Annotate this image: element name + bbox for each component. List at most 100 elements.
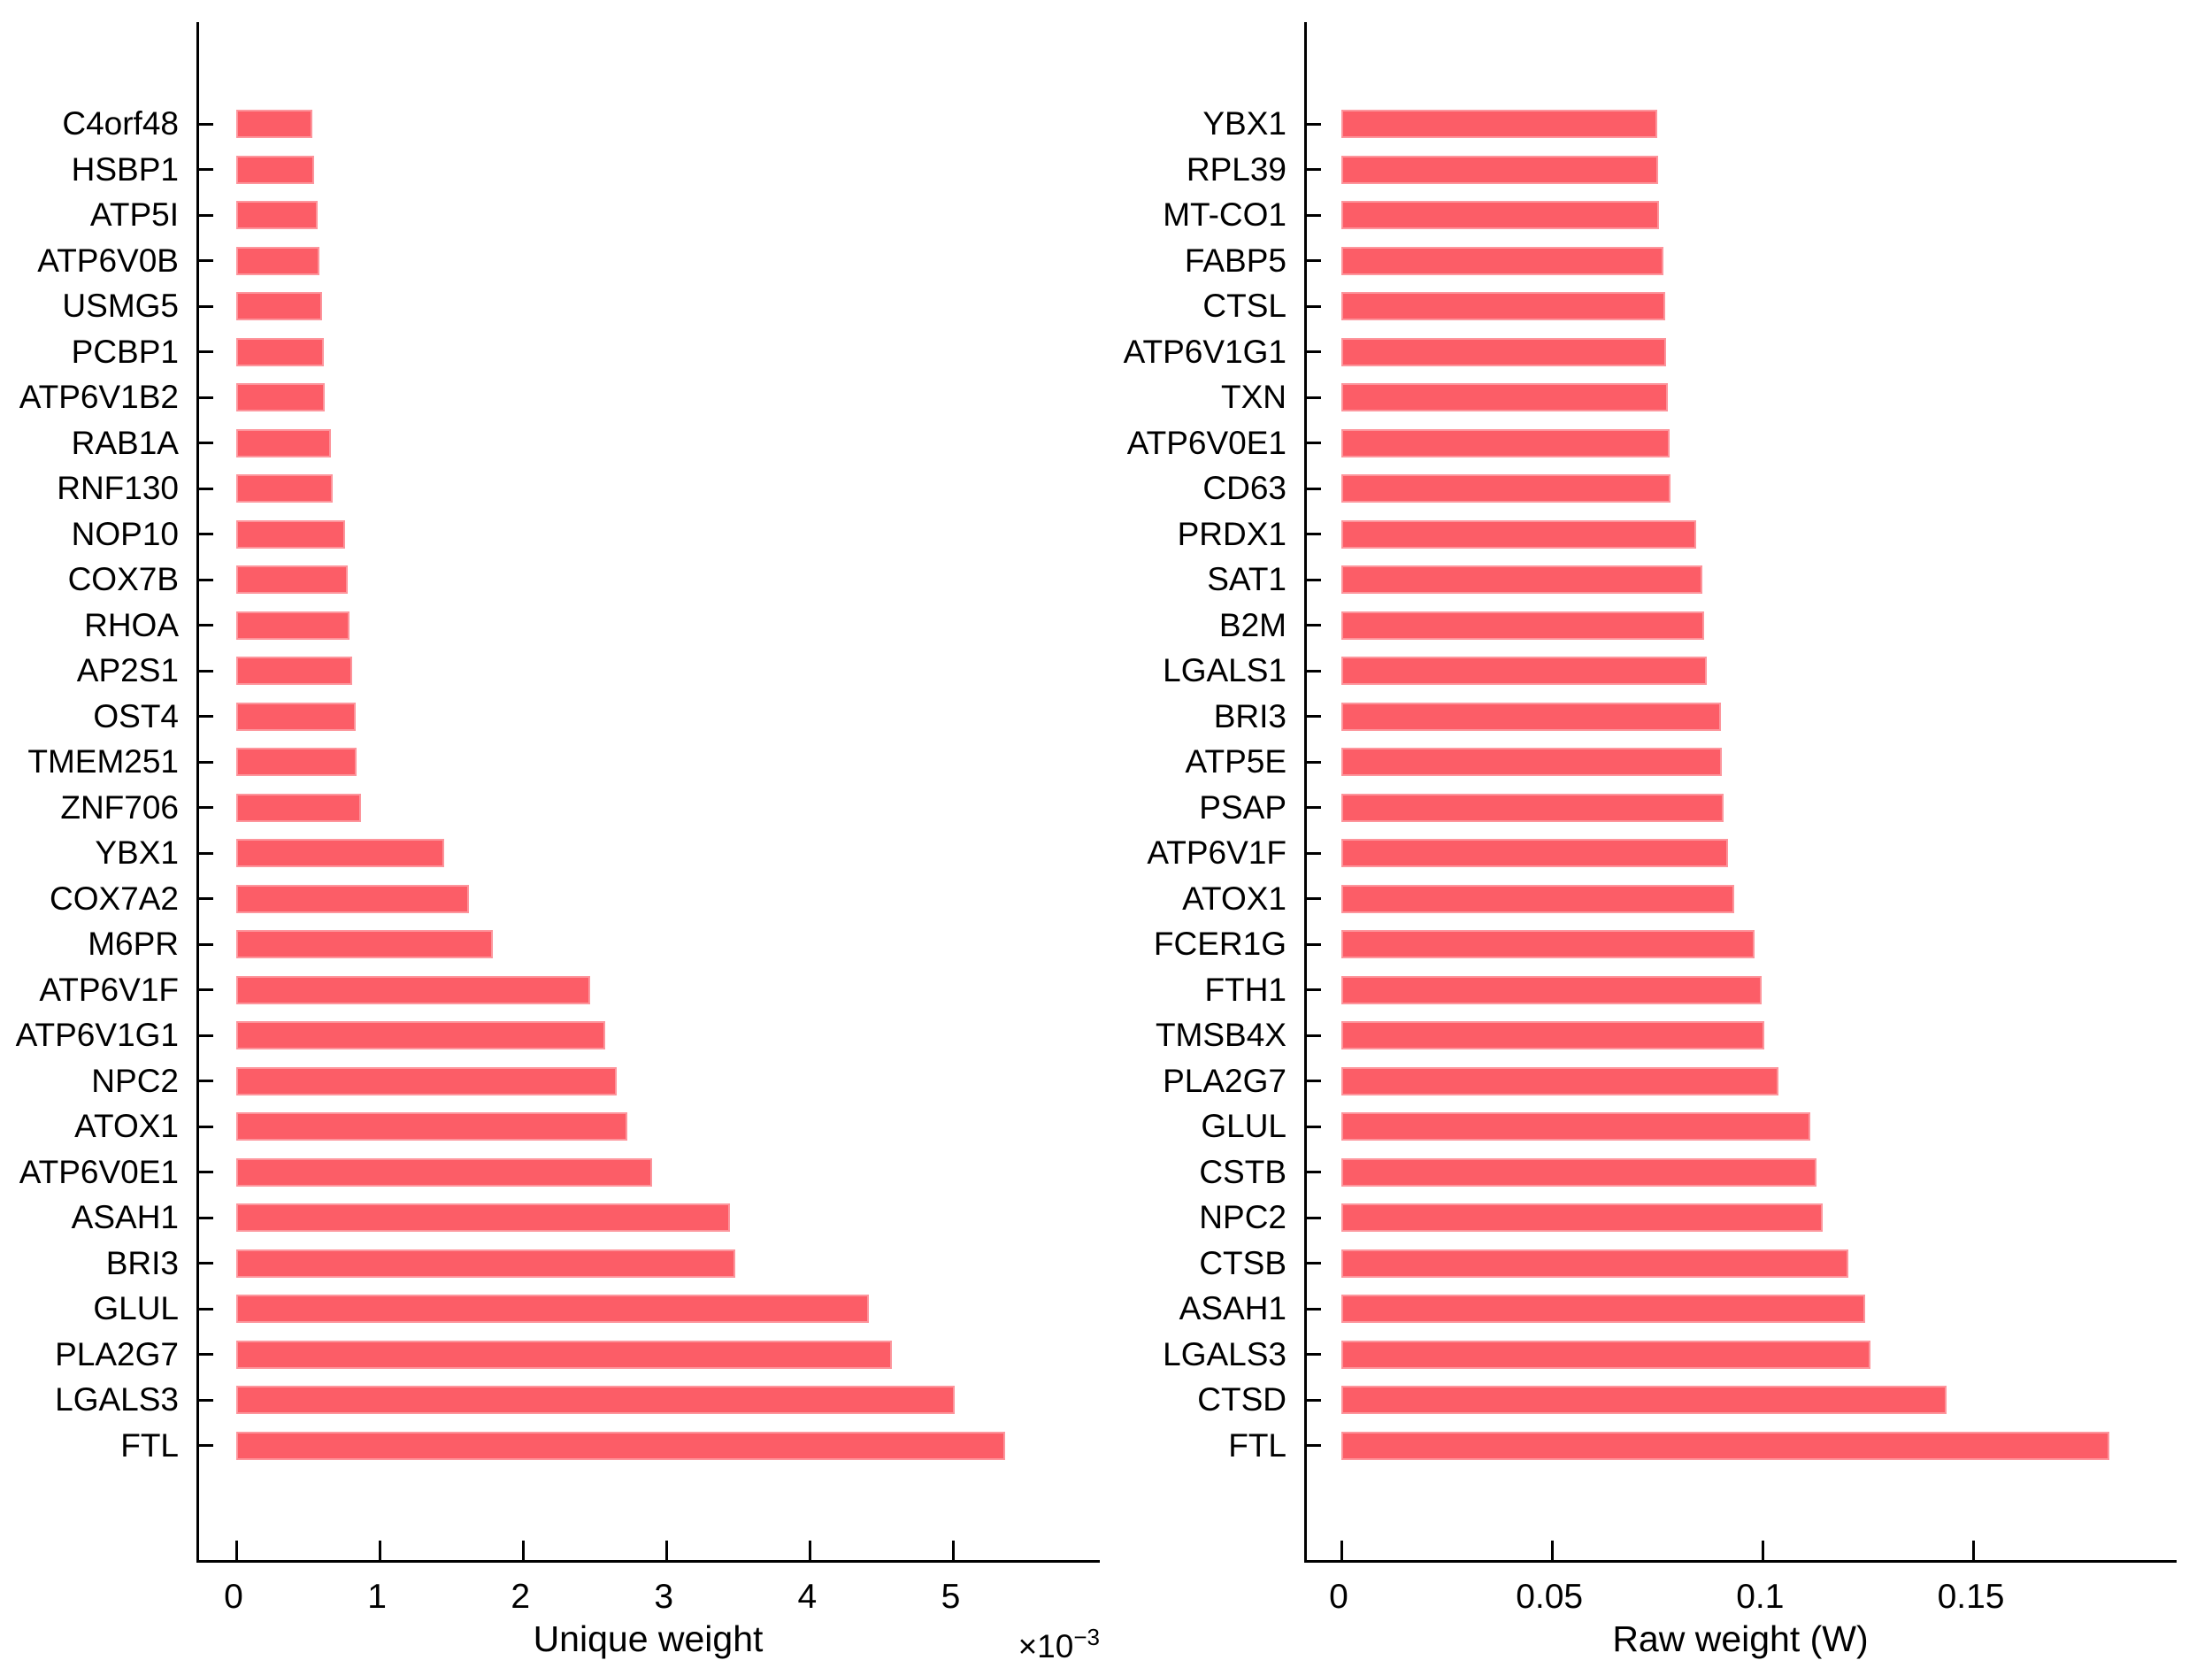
gene-label-B2M: B2M [1218,606,1286,643]
gene-label-PLA2G7: PLA2G7 [1163,1062,1286,1099]
x-tick [1972,1541,1976,1560]
x-tick-label: 4 [797,1578,818,1616]
y-tick [199,806,213,809]
gene-label-YBX1: YBX1 [95,834,179,871]
gene-label-ATOX1: ATOX1 [1182,880,1286,917]
gene-label-AP2S1: AP2S1 [76,652,179,688]
bar-OST4 [236,702,356,731]
bar-CD63 [1341,474,1671,503]
y-tick [1307,942,1321,946]
gene-label-ATP6V0E1: ATP6V0E1 [1126,424,1286,461]
x-tick-label: 0.15 [1937,1578,2005,1616]
y-tick [199,988,213,991]
gene-label-ATP6V1G1: ATP6V1G1 [1123,333,1286,370]
x-tick [1761,1541,1764,1560]
gene-label-TMSB4X: TMSB4X [1155,1017,1286,1053]
gene-label-C4orf48: C4orf48 [62,105,179,142]
bar-PSAP [1341,793,1724,822]
y-tick [199,897,213,900]
y-tick [1307,578,1321,581]
bar-TMSB4X [1341,1021,1764,1049]
bar-PLA2G7 [1341,1066,1778,1095]
bar-GLUL [1341,1112,1810,1141]
y-tick [199,213,213,217]
y-tick [1307,851,1321,855]
bar-ATP6V1F [1341,839,1728,867]
x-tick [951,1541,955,1560]
bar-ATOX1 [236,1112,627,1141]
gene-label-HSBP1: HSBP1 [71,150,179,188]
gene-label-CTSB: CTSB [1199,1244,1286,1281]
gene-label-LGALS3: LGALS3 [1163,1335,1286,1372]
bar-LGALS3 [1341,1340,1870,1369]
gene-label-CSTB: CSTB [1199,1153,1286,1190]
bar-CSTB [1341,1157,1816,1187]
bar-FTH1 [1341,975,1762,1004]
y-tick [199,1398,213,1402]
bar-YBX1 [1341,110,1657,138]
y-tick [1307,897,1321,900]
y-tick [199,942,213,946]
multiplier-exponent: −3 [1073,1624,1100,1650]
bar-NPC2 [1341,1203,1823,1232]
bar-LGALS1 [1341,657,1707,685]
y-tick [199,624,213,626]
bar-ATP6V0E1 [236,1157,652,1187]
bar-ATP6V0E1 [1341,428,1670,457]
unique-weight-axis-multiplier: ×10−3 [834,1616,1100,1664]
y-tick [199,715,213,718]
bar-ATP6V1G1 [236,1021,605,1049]
gene-label-LGALS1: LGALS1 [1163,652,1286,688]
x-tick-label: 0.05 [1516,1578,1584,1616]
bar-ATOX1 [1341,884,1734,913]
bar-ATP6V1B2 [236,383,325,411]
y-tick [1307,1080,1321,1082]
gene-label-RPL39: RPL39 [1186,150,1286,188]
bar-PLA2G7 [236,1340,892,1369]
gene-label-CTSL: CTSL [1202,288,1286,324]
y-tick [199,851,213,855]
gene-label-NOP10: NOP10 [71,515,179,552]
y-tick [199,168,213,171]
bar-CTSL [1341,292,1665,320]
gene-label-ATP6V0E1: ATP6V0E1 [19,1153,179,1190]
bar-ATP5E [1341,748,1722,776]
x-tick [664,1541,668,1560]
bar-YBX1 [236,839,444,867]
gene-label-YBX1: YBX1 [1202,105,1286,142]
y-tick [1307,122,1321,126]
bar-RAB1A [236,428,331,457]
y-tick [1307,259,1321,262]
gene-label-OST4: OST4 [93,697,179,734]
gene-label-ASAH1: ASAH1 [71,1199,179,1235]
y-tick [1307,396,1321,399]
y-tick [1307,988,1321,991]
gene-label-BRI3: BRI3 [105,1244,179,1281]
gene-label-CD63: CD63 [1202,470,1286,506]
gene-label-ATP6V1F: ATP6V1F [39,971,179,1008]
bar-LGALS3 [236,1386,955,1414]
bar-ATP6V1F [236,975,590,1004]
bar-PRDX1 [1341,519,1696,549]
gene-label-SAT1: SAT1 [1207,561,1286,597]
x-tick [521,1541,525,1560]
gene-label-TXN: TXN [1221,379,1286,415]
y-tick [199,760,213,764]
y-tick [199,578,213,581]
bar-ASAH1 [236,1203,730,1232]
gene-label-RNF130: RNF130 [57,470,179,506]
bar-MT-CO1 [1341,201,1659,229]
y-tick [1307,487,1321,490]
bar-TMEM251 [236,748,357,776]
bar-M6PR [236,930,493,958]
x-tick [234,1541,238,1560]
bar-ASAH1 [1341,1295,1865,1323]
gene-label-ATP5I: ATP5I [89,196,179,233]
gene-label-ZNF706: ZNF706 [60,788,179,826]
gene-label-FABP5: FABP5 [1184,242,1286,279]
gene-label-PLA2G7: PLA2G7 [55,1335,179,1372]
gene-label-ATP6V0B: ATP6V0B [37,242,179,279]
gene-label-TMEM251: TMEM251 [27,743,179,780]
x-tick [1550,1541,1554,1560]
y-tick [199,350,213,353]
